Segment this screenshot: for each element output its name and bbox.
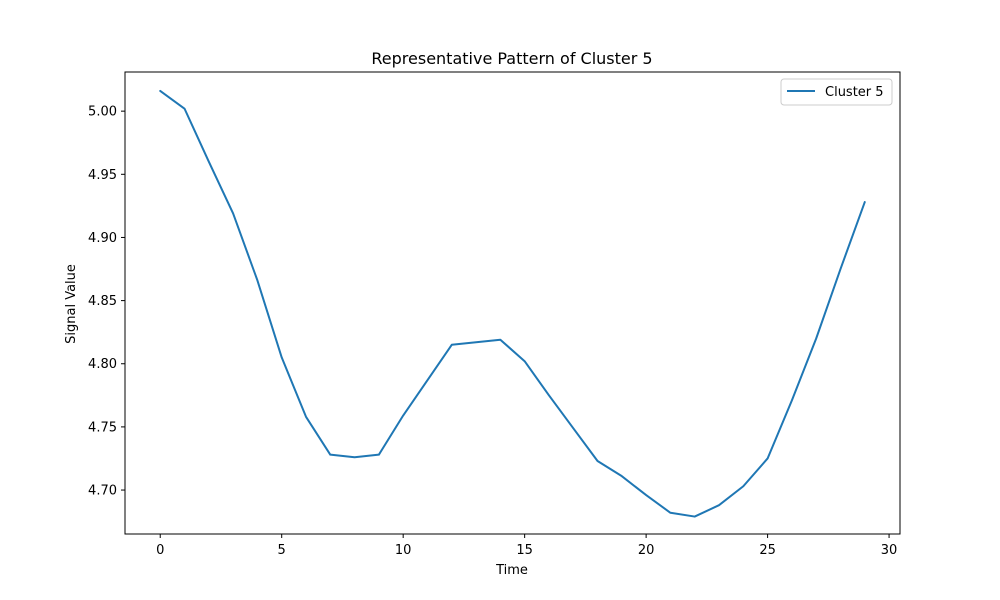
y-tick-label: 4.90 xyxy=(88,231,117,246)
y-tick-label: 4.75 xyxy=(88,420,117,435)
chart-title: Representative Pattern of Cluster 5 xyxy=(371,49,652,68)
axes-frame xyxy=(124,71,901,535)
x-tick-label: 30 xyxy=(881,543,898,558)
x-tick-label: 0 xyxy=(156,543,164,558)
y-tick-label: 4.95 xyxy=(88,168,117,183)
legend: Cluster 5 xyxy=(780,78,893,106)
y-tick-label: 4.80 xyxy=(88,357,117,372)
y-axis-title: Signal Value xyxy=(64,264,79,344)
x-axis-title: Time xyxy=(495,563,528,578)
plot-layer xyxy=(125,72,900,534)
legend-box xyxy=(780,78,893,106)
x-tick-label: 10 xyxy=(395,543,412,558)
x-tick-label: 15 xyxy=(516,543,533,558)
x-tick-label: 20 xyxy=(638,543,655,558)
legend-label-cluster-5: Cluster 5 xyxy=(825,85,884,100)
y-tick-label: 4.85 xyxy=(88,294,117,309)
plot-area xyxy=(125,72,900,534)
axes-layer: 0 5 10 15 20 25 30 4.70 4.75 4.80 4.85 4.90 4.95 5.00 xyxy=(88,71,901,558)
x-tick-label: 5 xyxy=(278,543,286,558)
x-tick-label: 25 xyxy=(759,543,776,558)
series-line-1 xyxy=(159,89,866,518)
y-tick-label: 5.00 xyxy=(88,105,117,120)
y-tick-label: 4.70 xyxy=(88,484,117,499)
